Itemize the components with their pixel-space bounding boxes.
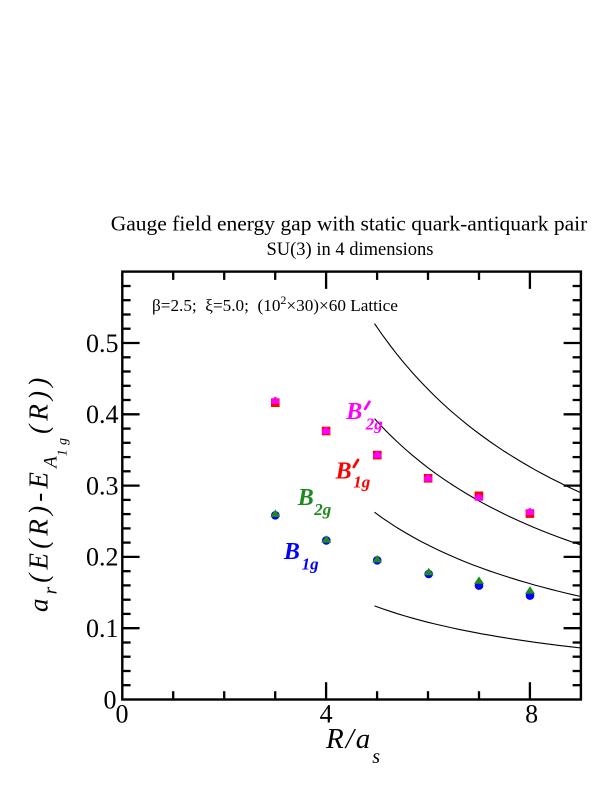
svg-text:β=2.5; ξ=5.0; (102×30)×60 La: β=2.5; ξ=5.0; (102×30)×60 Lattice [152,293,398,315]
svg-text:4: 4 [320,699,333,728]
svg-text:B: B [283,539,300,565]
svg-text:0.3: 0.3 [86,471,119,500]
svg-text:0: 0 [104,685,117,714]
svg-text:B: B [297,485,314,511]
svg-text:B: B [335,458,352,484]
svg-text:B: B [345,399,362,425]
svg-text:1g: 1g [302,554,320,573]
svg-text:1g: 1g [353,473,371,492]
svg-text:0: 0 [116,699,129,728]
svg-text:2g: 2g [313,500,332,519]
svg-text:SU(3) in 4 dimensions: SU(3) in 4 dimensions [266,240,433,260]
svg-text:Gauge field energy gap with st: Gauge field energy gap with static quark… [111,212,588,236]
svg-text:0.1: 0.1 [86,614,119,643]
svg-text:2g: 2g [365,415,384,434]
svg-text:8: 8 [525,699,538,728]
svg-text:0.5: 0.5 [86,329,119,358]
svg-text:0.2: 0.2 [86,543,119,572]
svg-text:0.4: 0.4 [86,400,119,429]
